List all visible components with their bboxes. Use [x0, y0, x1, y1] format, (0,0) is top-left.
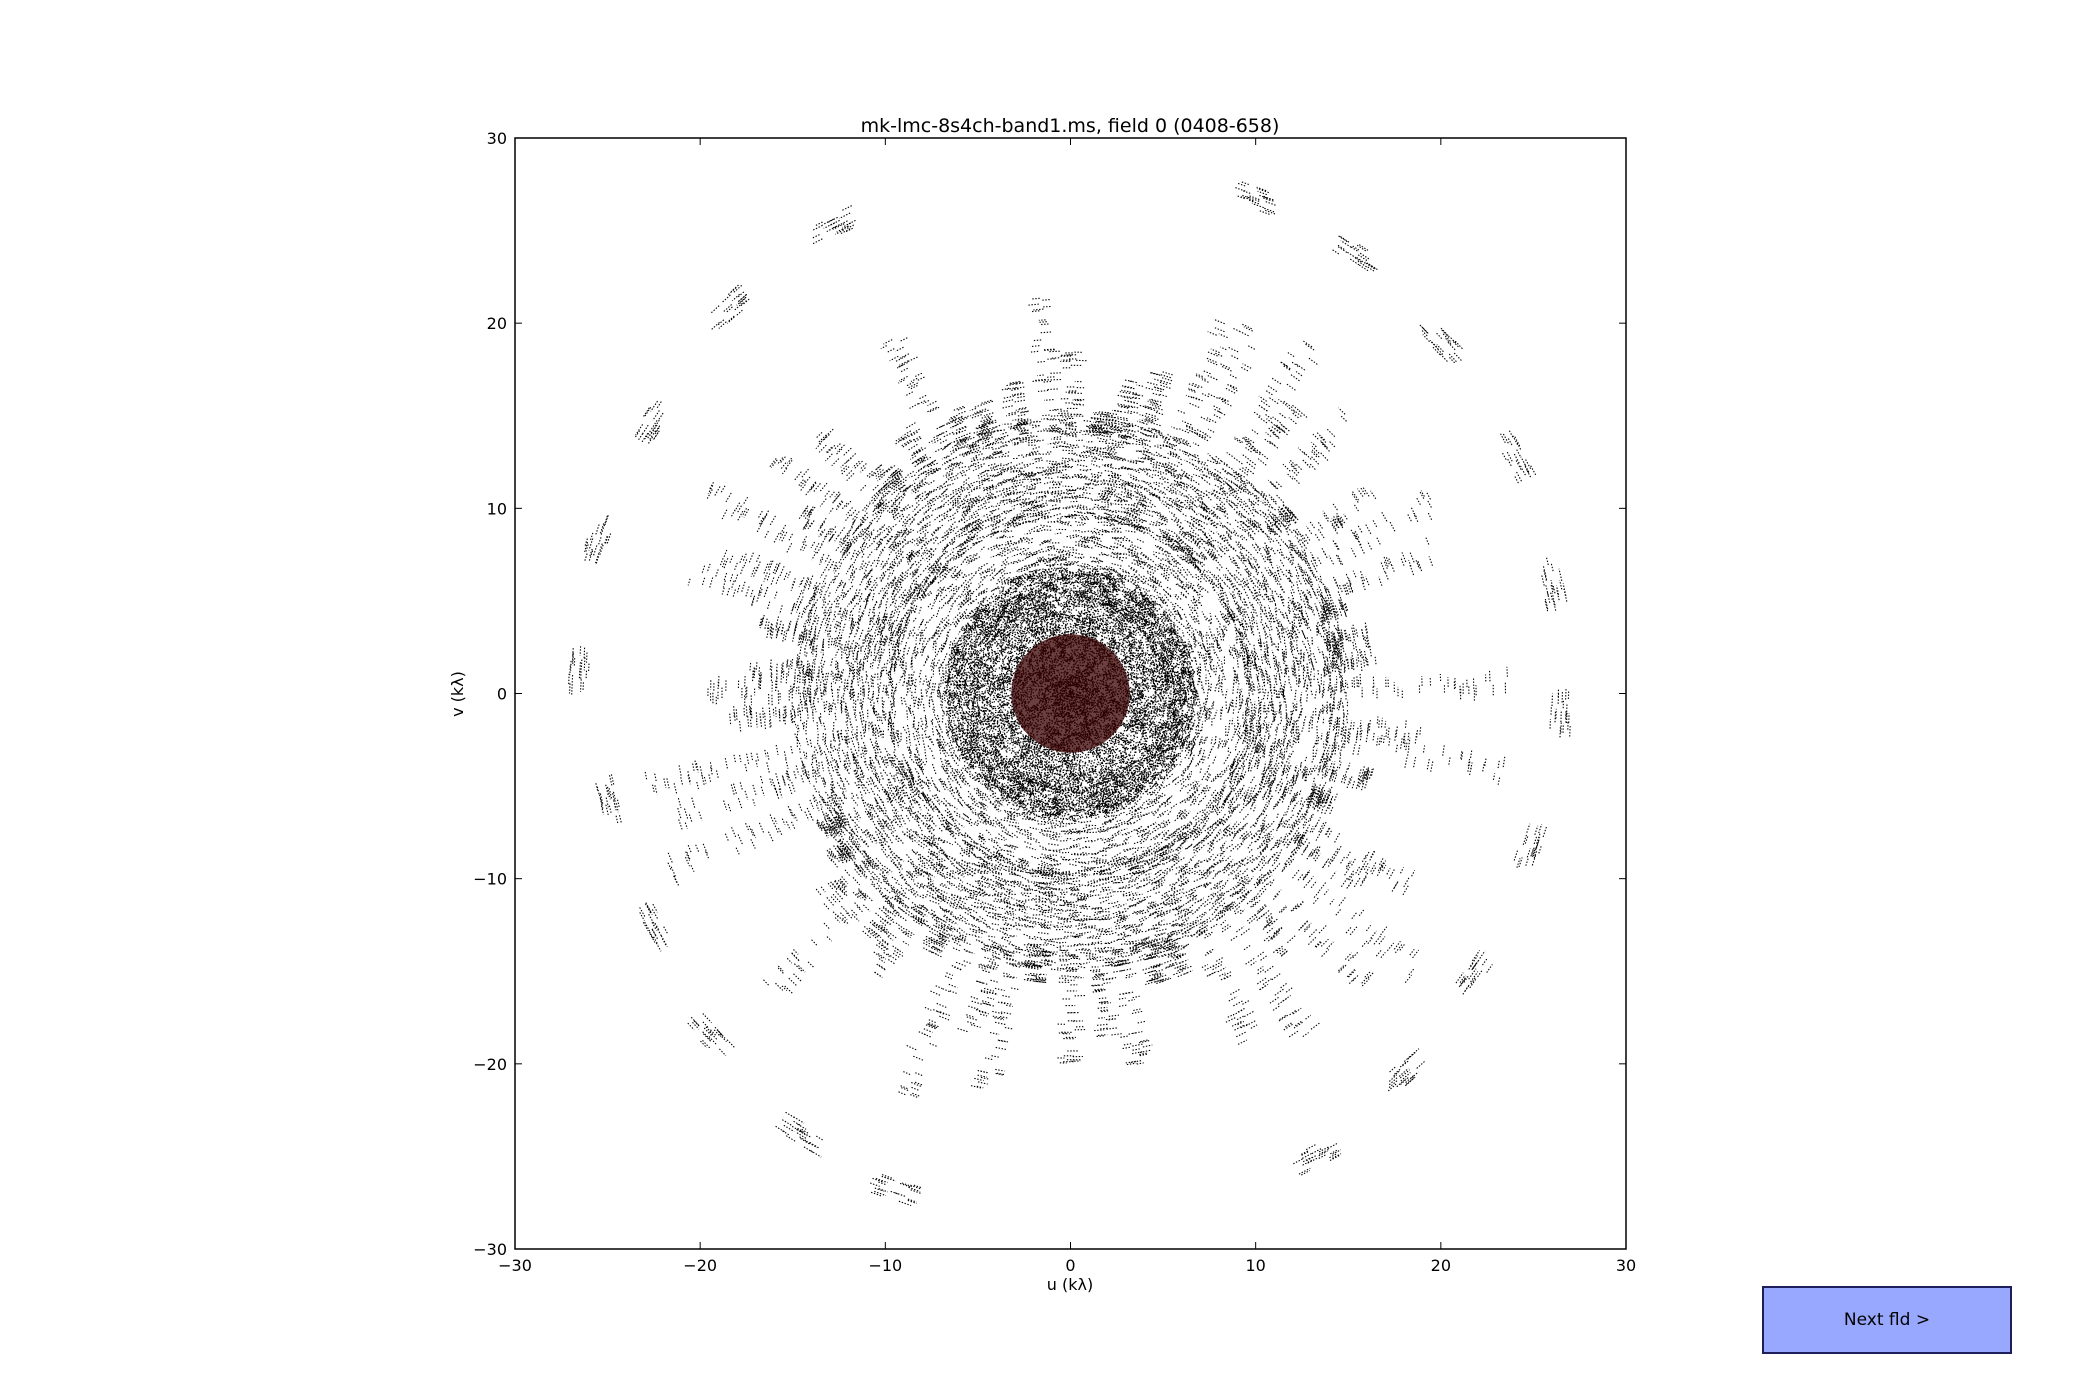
x-tick-label: −10: [868, 1256, 902, 1275]
uv-center-density: [1011, 634, 1130, 753]
uv-points: [568, 180, 1571, 1207]
next-field-button[interactable]: Next fld >: [1762, 1286, 2012, 1354]
axis-ticks: −30 −20 −10 0 10 20 30 −30 −20 −10 0 10 20 30: [473, 129, 1636, 1275]
y-tick-label: −30: [473, 1240, 507, 1259]
x-tick-label: −20: [683, 1256, 717, 1275]
x-tick-label: 0: [1065, 1256, 1075, 1275]
next-field-button-label: Next fld >: [1843, 1310, 1931, 1330]
y-tick-label: −10: [473, 870, 507, 889]
uv-track-segments: [568, 180, 1571, 1207]
y-axis-label: v (kλ): [448, 671, 467, 717]
y-tick-label: 0: [497, 685, 507, 704]
y-tick-label: 30: [487, 129, 507, 148]
x-tick-label: 10: [1245, 1256, 1265, 1275]
x-tick-label: 30: [1616, 1256, 1636, 1275]
x-tick-label: 20: [1431, 1256, 1451, 1275]
y-tick-label: −20: [473, 1055, 507, 1074]
y-tick-label: 10: [487, 499, 507, 518]
y-tick-label: 20: [487, 314, 507, 333]
x-tick-label: −30: [498, 1256, 532, 1275]
x-axis-label: u (kλ): [1047, 1275, 1093, 1294]
chart-title: mk-lmc-8s4ch-band1.ms, field 0 (0408-658…: [861, 115, 1280, 137]
